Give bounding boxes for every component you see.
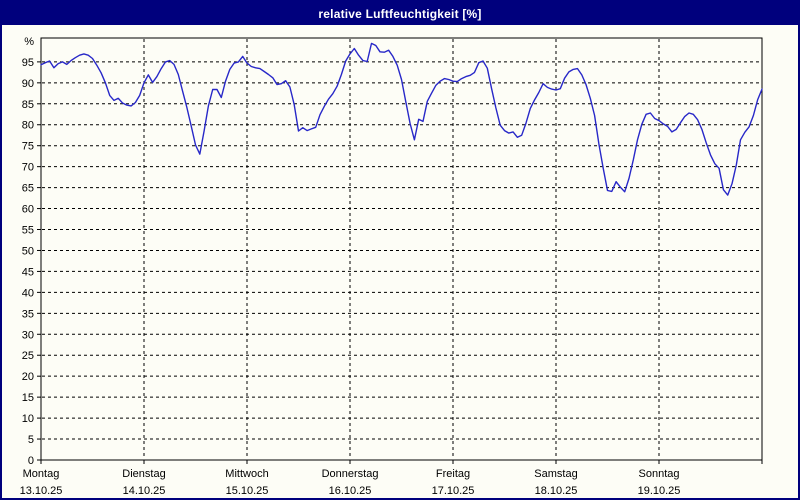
- day-weekday-label: Freitag: [436, 468, 470, 480]
- y-axis-label: 45: [22, 266, 34, 278]
- day-date-label: 17.10.25: [432, 485, 475, 497]
- y-axis-label: 20: [22, 371, 34, 383]
- window-title: relative Luftfeuchtigkeit [%]: [318, 6, 482, 21]
- day-date-label: 15.10.25: [226, 485, 269, 497]
- day-date-label: 18.10.25: [535, 485, 578, 497]
- y-axis-label: 5: [28, 434, 34, 446]
- y-axis-label: 85: [22, 99, 34, 111]
- y-axis-label: 40: [22, 287, 34, 299]
- y-axis-label: 15: [22, 392, 34, 404]
- y-axis-label: 90: [22, 78, 34, 90]
- y-axis-label: 0: [28, 455, 34, 467]
- plot-frame: [40, 37, 763, 461]
- day-weekday-label: Samstag: [534, 468, 577, 480]
- y-axis-label: 80: [22, 120, 34, 132]
- day-date-label: 19.10.25: [638, 485, 681, 497]
- day-date-label: 14.10.25: [123, 485, 166, 497]
- y-axis-label: 70: [22, 162, 34, 174]
- y-axis-label: 65: [22, 183, 34, 195]
- day-date-label: 16.10.25: [329, 485, 372, 497]
- y-axis-label: 25: [22, 350, 34, 362]
- y-axis-label: 50: [22, 245, 34, 257]
- y-axis-label: 35: [22, 308, 34, 320]
- y-axis-label: 95: [22, 57, 34, 69]
- day-weekday-label: Montag: [23, 468, 60, 480]
- y-axis-label: 55: [22, 225, 34, 237]
- title-bar[interactable]: relative Luftfeuchtigkeit [%]: [2, 2, 798, 25]
- day-weekday-label: Dienstag: [122, 468, 165, 480]
- day-weekday-label: Sonntag: [639, 468, 680, 480]
- y-axis-label: 75: [22, 141, 34, 153]
- humidity-chart: 0 5 10 15 20 25 30 35 40 45 50 55 60 65 70 75 80 85 90 95% M…: [20, 36, 763, 497]
- humidity-line: [40, 42, 763, 196]
- chart-area: 0 5 10 15 20 25 30 35 40 45 50 55 60 65 70 75 80 85 90 95% M…: [2, 25, 798, 498]
- y-axis-label: 10: [22, 413, 34, 425]
- day-weekday-label: Mittwoch: [225, 468, 268, 480]
- y-axis-label: 60: [22, 204, 34, 216]
- y-axis-label: 30: [22, 329, 34, 341]
- day-weekday-label: Donnerstag: [322, 468, 379, 480]
- y-axis-unit-label: %: [24, 36, 34, 48]
- day-date-label: 13.10.25: [20, 485, 63, 497]
